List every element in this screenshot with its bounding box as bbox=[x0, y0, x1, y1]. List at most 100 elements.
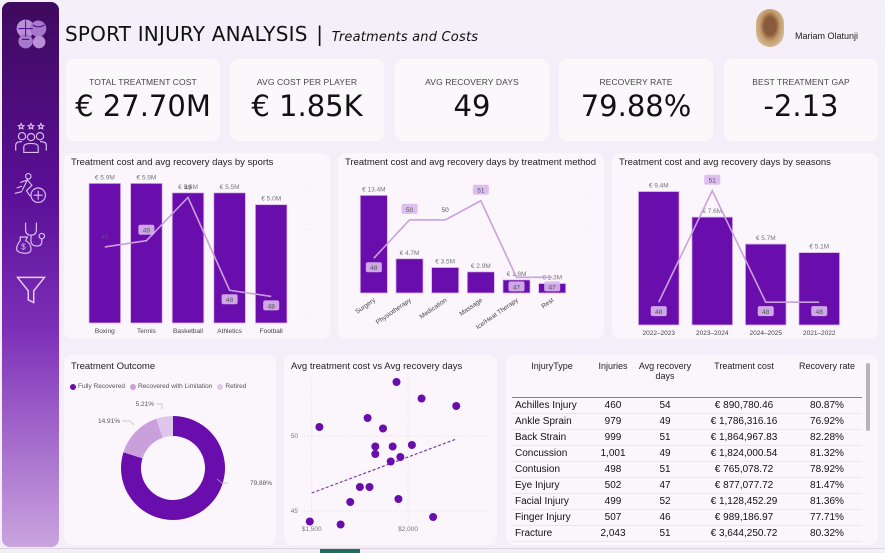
filter-icon[interactable] bbox=[10, 270, 52, 310]
scatter-point bbox=[305, 517, 314, 526]
title-separator: | bbox=[316, 22, 324, 46]
category-label: Football bbox=[260, 328, 284, 335]
donut-data-label: 14.91% bbox=[98, 418, 120, 425]
column-header-injuries[interactable]: Injuries bbox=[592, 359, 634, 398]
table-row[interactable]: Facial Injury 499 52 € 1,128,452.29 81.36% bbox=[512, 493, 862, 510]
scatter-point bbox=[365, 483, 374, 491]
page-tab-active[interactable] bbox=[320, 549, 360, 553]
chart-card-treatment-outcome: Treatment Outcome Fully Recovered Recove… bbox=[64, 355, 276, 545]
cell-injuries: 979 bbox=[592, 413, 634, 430]
line-data-label: 47 bbox=[513, 284, 521, 291]
table-row[interactable]: Eye Injury 502 47 € 877,077.72 81.47% bbox=[512, 477, 862, 494]
cell-avg-recovery-days: 47 bbox=[634, 477, 696, 494]
table-row[interactable]: Concussion 1,001 49 € 1,824,000.54 81.32% bbox=[512, 445, 862, 462]
category-label: Boxing bbox=[95, 328, 115, 335]
column-header-treatment-cost[interactable]: Treatment cost bbox=[696, 359, 792, 398]
sports-combo-chart[interactable]: · · · · · · · · € 5.9M Boxing € 5.9M Tennis € 5.… bbox=[64, 153, 330, 339]
table-scrollbar[interactable] bbox=[866, 363, 870, 431]
cell-avg-recovery-days: 52 bbox=[634, 493, 696, 510]
donut-legend: Fully Recovered Recovered with Limitatio… bbox=[70, 383, 246, 390]
bar-data-label: € 1.8M bbox=[507, 271, 527, 278]
leader-line bbox=[216, 478, 228, 484]
column-header-avg-recovery-days[interactable]: Avg recovery days bbox=[634, 359, 696, 398]
scatter-point bbox=[315, 423, 324, 431]
bar-data-label: € 5.9M bbox=[136, 174, 156, 181]
y-tick-label: 50 bbox=[291, 433, 299, 440]
avatar[interactable] bbox=[756, 9, 784, 47]
right-axis-tick: · · bbox=[860, 271, 866, 277]
table-row[interactable]: Fracture 2,043 51 € 3,644,250.72 80.32% bbox=[512, 525, 862, 542]
sidebar: $ bbox=[2, 2, 59, 547]
page-subtitle: Treatments and Costs bbox=[331, 30, 479, 45]
chart-card-treatment-method: Treatment cost and avg recovery days by … bbox=[338, 153, 604, 339]
bar-data-label: € 5.1M bbox=[809, 244, 829, 251]
kpi-value: € 27.70M bbox=[75, 89, 211, 123]
injury-table: InjuryType Injuries Avg recovery days Tr… bbox=[512, 359, 862, 542]
bar-basketball bbox=[171, 192, 205, 324]
cell-injuries: 460 bbox=[592, 397, 634, 414]
cell-treatment-cost: € 1,128,452.29 bbox=[696, 493, 792, 510]
column-header-injury-type[interactable]: InjuryType bbox=[512, 359, 592, 398]
right-axis-tick: · · bbox=[306, 269, 312, 275]
medical-cost-icon[interactable]: $ bbox=[10, 217, 52, 257]
bar-medication bbox=[431, 267, 460, 294]
table-row[interactable]: Achilles Injury 460 54 € 890,780.46 80.87% bbox=[512, 397, 862, 414]
cell-injuries: 507 bbox=[592, 509, 634, 526]
kpi-value: € 1.85K bbox=[251, 89, 363, 123]
injury-table-card: InjuryType Injuries Avg recovery days Tr… bbox=[506, 355, 878, 545]
cell-avg-recovery-days: 49 bbox=[634, 413, 696, 430]
bar-data-label: € 5.0M bbox=[261, 196, 281, 203]
table-row[interactable]: Ankle Sprain 979 49 € 1,786,316.16 76.92% bbox=[512, 413, 862, 430]
cell-treatment-cost: € 877,077.72 bbox=[696, 477, 792, 494]
scatter-point bbox=[388, 442, 397, 451]
bar-2022-2023 bbox=[638, 191, 680, 326]
treatment-method-combo-chart[interactable]: · · · · · · · · € 13.4M Surgery € 4.7M Physioth… bbox=[338, 153, 604, 339]
scatter-point bbox=[363, 414, 372, 422]
x-tick-label: $2,000 bbox=[398, 526, 418, 533]
column-header-recovery-rate[interactable]: Recovery rate bbox=[792, 359, 862, 398]
cell-recovery-rate: 76.92% bbox=[792, 413, 862, 430]
kpi-avg-cost-per-player: AVG COST PER PLAYER € 1.85K bbox=[230, 59, 384, 141]
legend-item-fully-recovered[interactable]: Fully Recovered bbox=[70, 383, 125, 390]
table-header-row: InjuryType Injuries Avg recovery days Tr… bbox=[512, 359, 862, 398]
category-label: Tennis bbox=[137, 328, 157, 335]
scatter-point bbox=[429, 513, 438, 521]
kpi-label: BEST TREATMENT GAP bbox=[752, 77, 850, 87]
line-data-label: 48 bbox=[762, 309, 770, 316]
legend-item-retired[interactable]: Retired bbox=[217, 383, 246, 390]
bar-data-label: € 5.5M bbox=[178, 184, 198, 191]
treatment-outcome-donut[interactable]: 79.88% 14.91% 5.21% bbox=[64, 355, 276, 545]
kpi-value: 49 bbox=[453, 89, 491, 123]
table-row[interactable]: Contusion 498 51 € 765,078.72 78.92% bbox=[512, 461, 862, 478]
legend-label: Retired bbox=[225, 383, 247, 390]
cell-injury-type: Concussion bbox=[512, 445, 592, 462]
table-row[interactable]: Finger Injury 507 46 € 989,186.97 77.71% bbox=[512, 509, 862, 526]
table-row[interactable]: Back Strain 999 51 € 1,864,967.83 82.28% bbox=[512, 429, 862, 446]
legend-dot bbox=[70, 383, 76, 390]
cell-avg-recovery-days: 46 bbox=[634, 509, 696, 526]
right-axis-tick: · · bbox=[306, 227, 312, 233]
cell-avg-recovery-days: 51 bbox=[634, 525, 696, 542]
legend-item-recovered-with-limitation[interactable]: Recovered with Limitation bbox=[129, 383, 212, 390]
team-icon[interactable] bbox=[10, 118, 52, 158]
cost-vs-recovery-scatter[interactable]: $1,500 $2,000 45 50 bbox=[284, 355, 497, 545]
header: SPORT INJURY ANALYSIS | Treatments and C… bbox=[59, 2, 885, 54]
kpi-value: -2.13 bbox=[763, 89, 839, 123]
line-label-box bbox=[650, 306, 667, 317]
cell-treatment-cost: € 1,786,316.16 bbox=[696, 413, 792, 430]
injury-icon[interactable] bbox=[10, 168, 52, 208]
bar-2023-2024 bbox=[691, 216, 733, 326]
avg-recovery-line bbox=[658, 188, 820, 303]
user-name: Mariam Olatunji bbox=[795, 31, 859, 41]
line-data-label: 48 bbox=[226, 297, 234, 304]
bar-data-label: € 9.4M bbox=[649, 183, 669, 190]
cell-avg-recovery-days: 49 bbox=[634, 445, 696, 462]
sports-balls-icon[interactable] bbox=[10, 14, 52, 54]
category-label: 2024–2025 bbox=[749, 330, 782, 337]
seasons-combo-chart[interactable]: · · · · · · · · € 9.4M 2022–2023 € 7.6M 2023–20… bbox=[612, 153, 878, 339]
title-text: SPORT INJURY ANALYSIS bbox=[65, 22, 308, 46]
line-label-box bbox=[138, 224, 155, 235]
svg-text:$: $ bbox=[21, 243, 26, 252]
right-axis-tick: · · bbox=[860, 229, 866, 235]
cell-injury-type: Facial Injury bbox=[512, 493, 592, 510]
